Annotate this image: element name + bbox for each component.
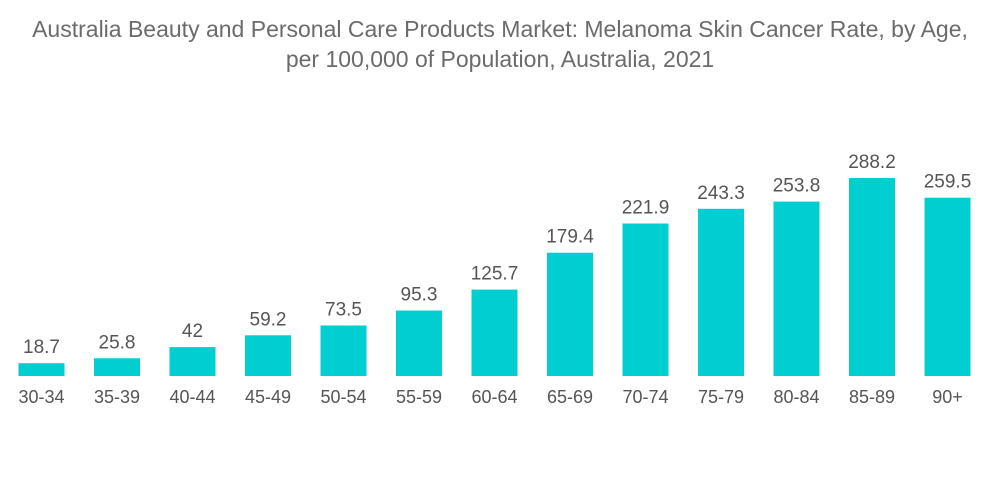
value-label-30-34: 18.7 xyxy=(23,337,60,358)
category-label-70-74: 70-74 xyxy=(622,387,668,407)
value-label-50-54: 73.5 xyxy=(325,300,362,321)
value-label-55-59: 95.3 xyxy=(401,285,438,306)
bar-35-39 xyxy=(94,358,140,376)
value-label-90+: 259.5 xyxy=(924,172,972,193)
bar-55-59 xyxy=(396,310,442,376)
bar-90+ xyxy=(924,197,971,376)
bar-50-54 xyxy=(320,325,367,376)
chart-title-line-2: per 100,000 of Population, Australia, 20… xyxy=(285,46,715,72)
value-label-35-39: 25.8 xyxy=(99,332,136,353)
bar-85-89 xyxy=(849,178,895,376)
value-label-45-49: 59.2 xyxy=(250,309,287,330)
value-label-60-64: 125.7 xyxy=(471,264,519,285)
value-label-70-74: 221.9 xyxy=(622,198,670,219)
category-labels-group: 30-34 35-39 40-44 45-49 50-54 55-59 60-64 65-69… xyxy=(18,387,962,407)
chart-title: Australia Beauty and Personal Care Produ… xyxy=(0,14,1000,74)
bar-75-79 xyxy=(698,208,744,376)
category-label-35-39: 35-39 xyxy=(94,387,140,407)
category-label-60-64: 60-64 xyxy=(471,387,517,407)
category-label-80-84: 80-84 xyxy=(773,387,819,407)
category-label-45-49: 45-49 xyxy=(245,387,291,407)
value-label-80-84: 253.8 xyxy=(773,176,821,197)
value-label-75-79: 243.3 xyxy=(697,183,745,204)
category-label-65-69: 65-69 xyxy=(547,387,593,407)
category-label-90+: 90+ xyxy=(932,387,963,407)
category-label-40-44: 40-44 xyxy=(169,387,215,407)
category-label-50-54: 50-54 xyxy=(320,387,366,407)
value-label-85-89: 288.2 xyxy=(848,152,896,173)
bar-45-49 xyxy=(245,335,291,376)
value-label-40-44: 42 xyxy=(182,321,203,342)
bar-70-74 xyxy=(622,223,669,376)
category-label-30-34: 30-34 xyxy=(18,387,64,407)
category-label-75-79: 75-79 xyxy=(698,387,744,407)
bar-40-44 xyxy=(169,347,216,376)
bar-30-34 xyxy=(18,363,65,376)
category-label-55-59: 55-59 xyxy=(396,387,442,407)
chart-title-line-1: Australia Beauty and Personal Care Produ… xyxy=(32,16,968,42)
bar-65-69 xyxy=(547,252,593,376)
bar-80-84 xyxy=(773,201,820,376)
bar-60-64 xyxy=(471,289,518,376)
bars-group xyxy=(18,178,971,376)
category-label-85-89: 85-89 xyxy=(849,387,895,407)
value-labels-group: 18.7 25.8 42 59.2 73.5 95.3 125.7 179.4 221.9 243… xyxy=(23,152,971,358)
value-label-65-69: 179.4 xyxy=(546,227,594,248)
